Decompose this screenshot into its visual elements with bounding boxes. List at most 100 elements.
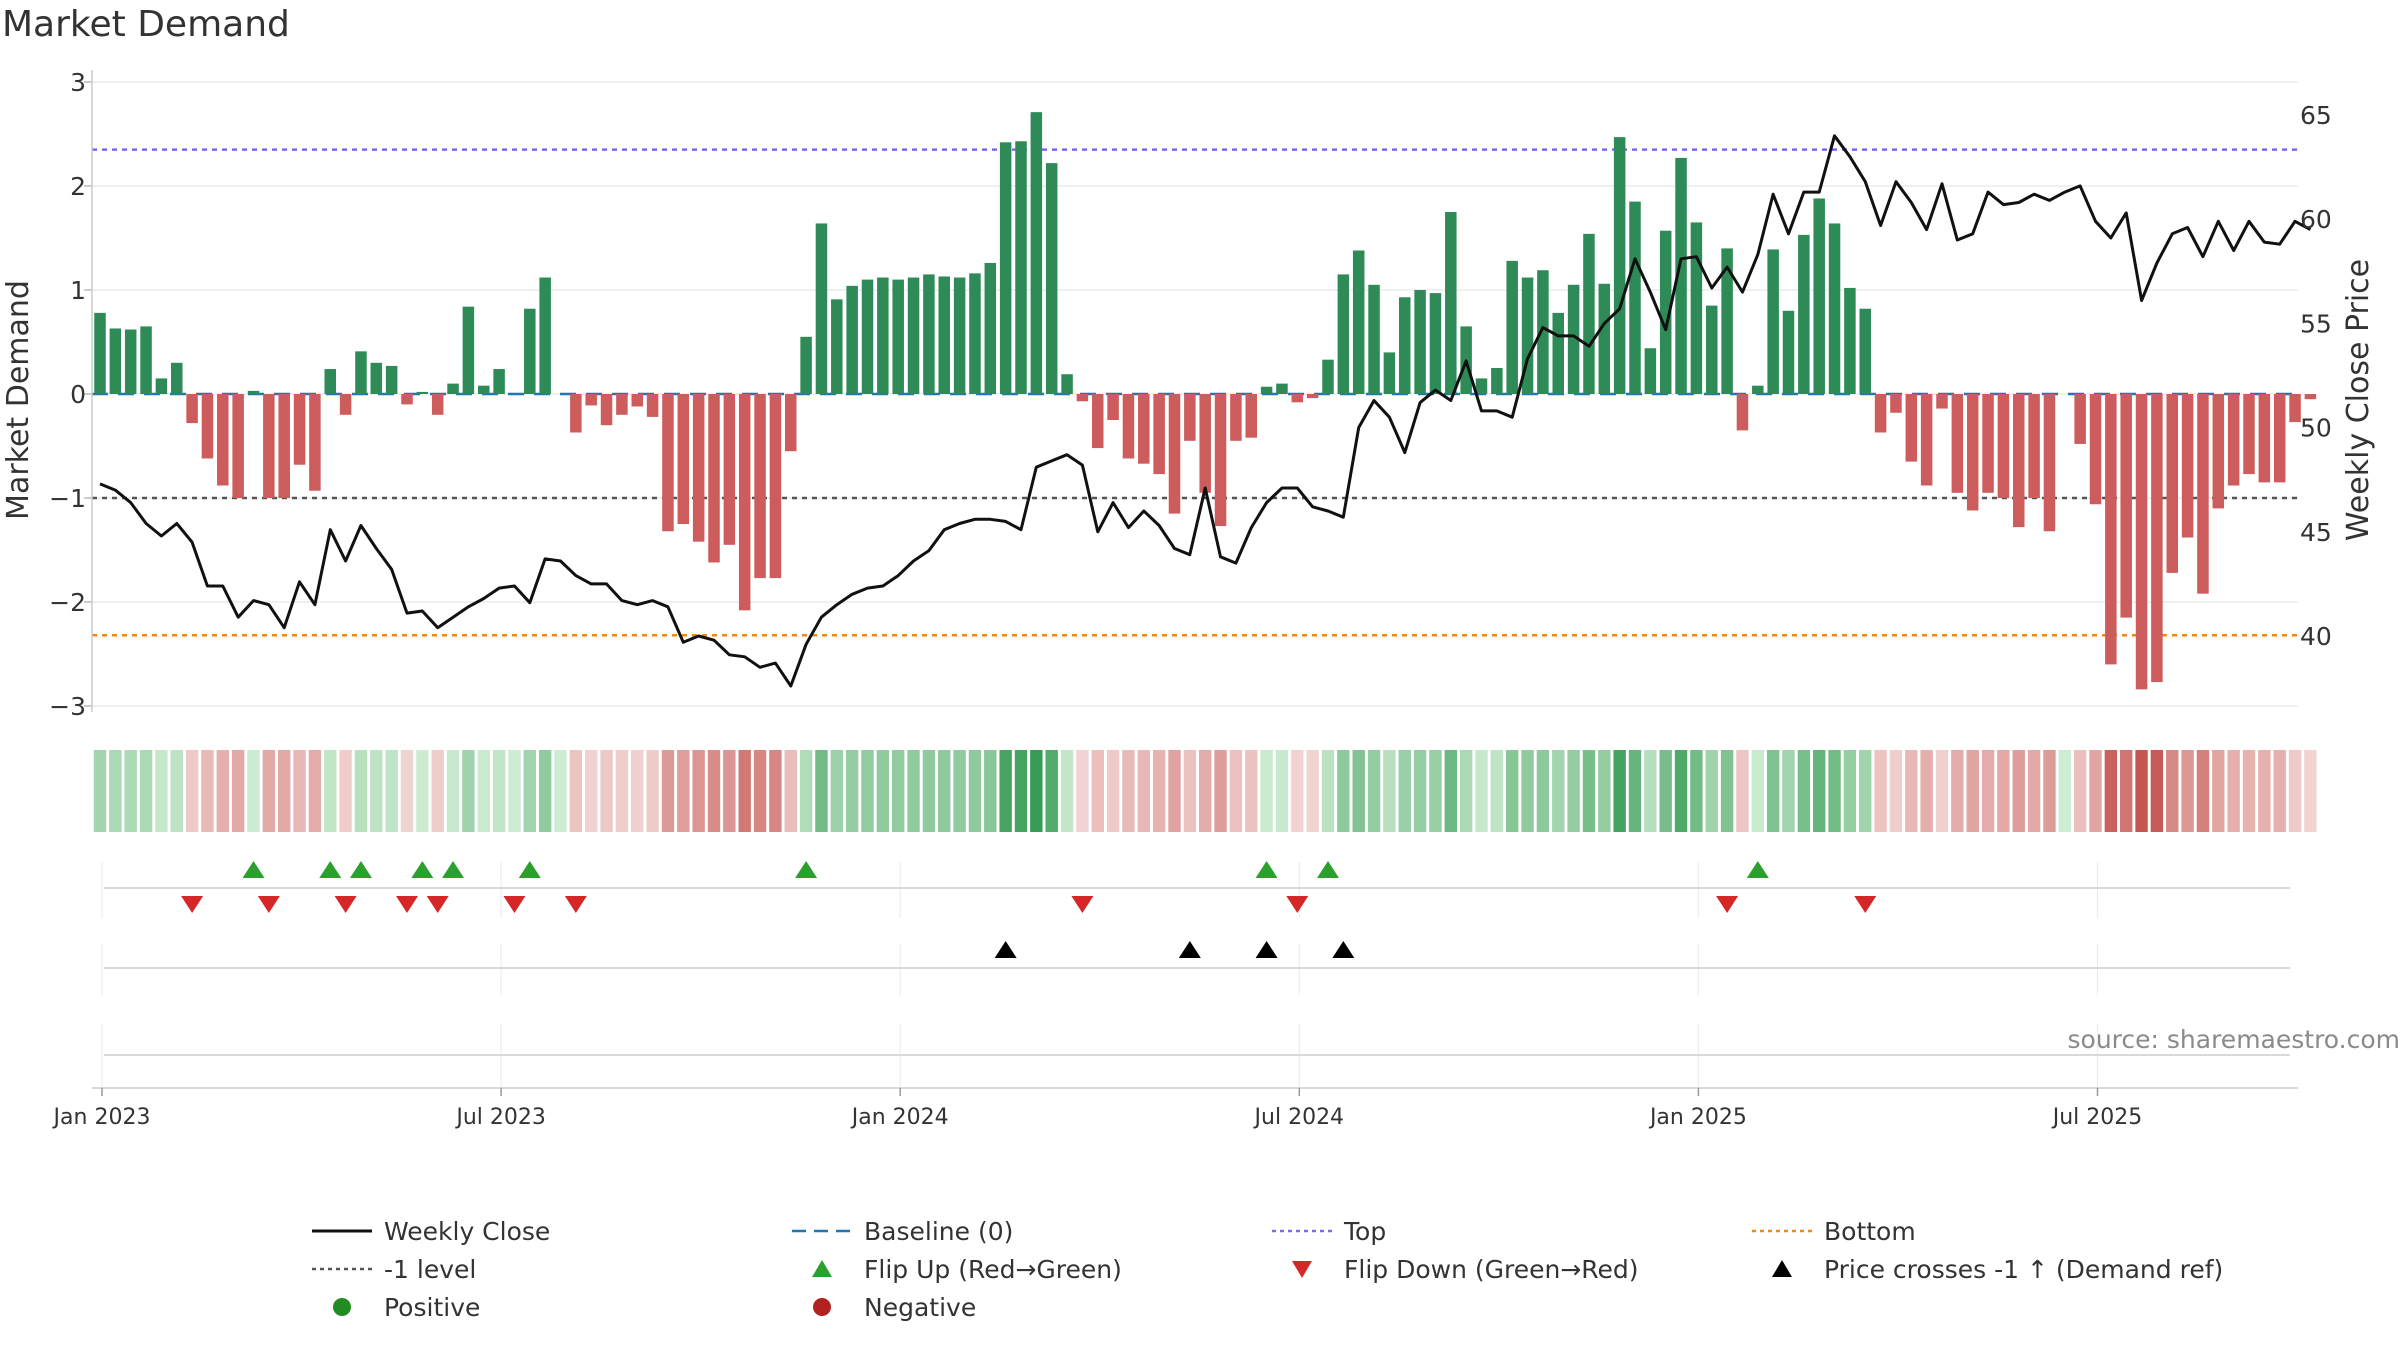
strip-cell	[416, 750, 429, 832]
strip-cell	[2043, 750, 2056, 832]
strip-cell	[1122, 750, 1135, 832]
strip-cell	[2166, 750, 2179, 832]
legend-top: Top	[1270, 1212, 1386, 1250]
demand-bar	[2227, 394, 2240, 486]
strip-cell	[1367, 750, 1381, 832]
demand-bar	[677, 394, 690, 524]
strip-cell	[538, 750, 552, 832]
demand-bar	[1798, 234, 1810, 394]
demand-bar	[1383, 352, 1396, 394]
demand-bar	[186, 394, 198, 424]
strip-cell	[585, 750, 598, 832]
strip-cell	[1060, 750, 1074, 832]
strip-cell	[615, 750, 629, 832]
strip-cell	[1291, 750, 1304, 832]
demand-bar	[1890, 394, 1902, 413]
strip-cell	[1613, 750, 1626, 832]
strip-cell	[1137, 750, 1150, 832]
legend-flip-down-label: Flip Down (Green→Red)	[1344, 1254, 1639, 1284]
x-tick-label: Jan 2023	[52, 1105, 151, 1130]
demand-bar	[785, 394, 797, 452]
demand-bar	[1475, 378, 1488, 394]
strip-cell	[1536, 750, 1550, 832]
demand-bar	[539, 277, 551, 394]
strip-cell	[1935, 750, 1949, 832]
flip-down-marker	[1286, 896, 1309, 913]
demand-bar	[2135, 394, 2148, 690]
strip-cell	[462, 750, 475, 832]
demand-bar	[2043, 394, 2056, 532]
strip-cell	[1490, 750, 1504, 832]
strip-cell	[1321, 750, 1335, 832]
demand-bar	[1138, 394, 1150, 464]
flip-up-marker	[349, 861, 372, 878]
demand-bar	[493, 369, 505, 394]
x-tick-label: Jul 2024	[1253, 1105, 1345, 1130]
demand-bar	[1306, 394, 1319, 399]
flip-up-marker	[1255, 861, 1278, 878]
demand-bar	[2289, 394, 2301, 423]
strip-cell	[984, 750, 997, 832]
demand-bar	[1399, 297, 1411, 394]
strip-cell	[1152, 750, 1166, 832]
x-tick-label: Jul 2023	[454, 1105, 546, 1130]
price-cross-marker	[994, 941, 1017, 958]
legend-top-label: Top	[1344, 1216, 1387, 1246]
strip-cell	[1275, 750, 1289, 832]
strip-cell	[1997, 750, 2010, 832]
demand-bar	[754, 394, 766, 579]
strip-cell	[124, 750, 137, 832]
strip-cell	[1644, 750, 1657, 832]
strip-cell	[1659, 750, 1672, 832]
strip-cell	[1874, 750, 1887, 832]
demand-bar	[416, 391, 429, 394]
strip-cell	[2227, 750, 2240, 832]
demand-strip	[93, 750, 2317, 832]
demand-bar	[462, 306, 475, 394]
demand-bar	[2197, 394, 2209, 594]
legend: Weekly Close Baseline (0) Top Bottom -1 …	[310, 1212, 2270, 1332]
strip-cell	[2012, 750, 2025, 832]
demand-bar	[2212, 394, 2225, 509]
strip-cell	[1091, 750, 1104, 832]
strip-cell	[677, 750, 690, 832]
flip-down-marker	[564, 896, 587, 913]
strip-cell	[1966, 750, 1979, 832]
demand-bar	[309, 394, 321, 491]
demand-bar	[1966, 394, 1979, 511]
demand-bar	[769, 394, 782, 579]
x-tick-label: Jan 2024	[850, 1105, 949, 1130]
legend-positive: Positive	[310, 1288, 480, 1326]
demand-bar	[1982, 394, 1994, 493]
demand-bar	[846, 285, 858, 394]
strip-cell	[1245, 750, 1258, 832]
strip-cell	[1413, 750, 1427, 832]
demand-bar	[370, 362, 383, 394]
price-cross-marker	[1178, 941, 1201, 958]
strip-cell	[1797, 750, 1811, 832]
demand-bar	[478, 385, 490, 394]
demand-bar	[263, 394, 275, 498]
demand-bar	[1045, 163, 1058, 394]
strip-cell	[354, 750, 368, 832]
legend-cross: Price crosses -1 ↑ (Demand ref)	[1750, 1250, 2223, 1288]
demand-bar	[738, 394, 751, 611]
strip-cell	[1306, 750, 1319, 832]
strip-cell	[2027, 750, 2041, 832]
demand-bar	[1583, 233, 1595, 394]
demand-bar	[1429, 293, 1442, 394]
y-tick-label: 2	[70, 172, 86, 201]
strip-cell	[554, 750, 567, 832]
demand-bar	[1659, 230, 1672, 394]
demand-bars	[94, 112, 2317, 690]
demand-bar	[2166, 394, 2178, 573]
x-axis: Jan 2023 Jul 2023 Jan 2024 Jul 2024 Jan 2025…	[52, 1088, 2142, 1130]
strip-cell	[1567, 750, 1580, 832]
y-tick-label: −1	[49, 484, 86, 513]
demand-bar	[616, 394, 628, 415]
y2-tick-label: 50	[2300, 414, 2332, 443]
demand-bar	[1168, 394, 1181, 514]
strip-cell	[2058, 750, 2071, 832]
demand-bar	[646, 394, 659, 417]
legend-negative-label: Negative	[864, 1292, 977, 1322]
